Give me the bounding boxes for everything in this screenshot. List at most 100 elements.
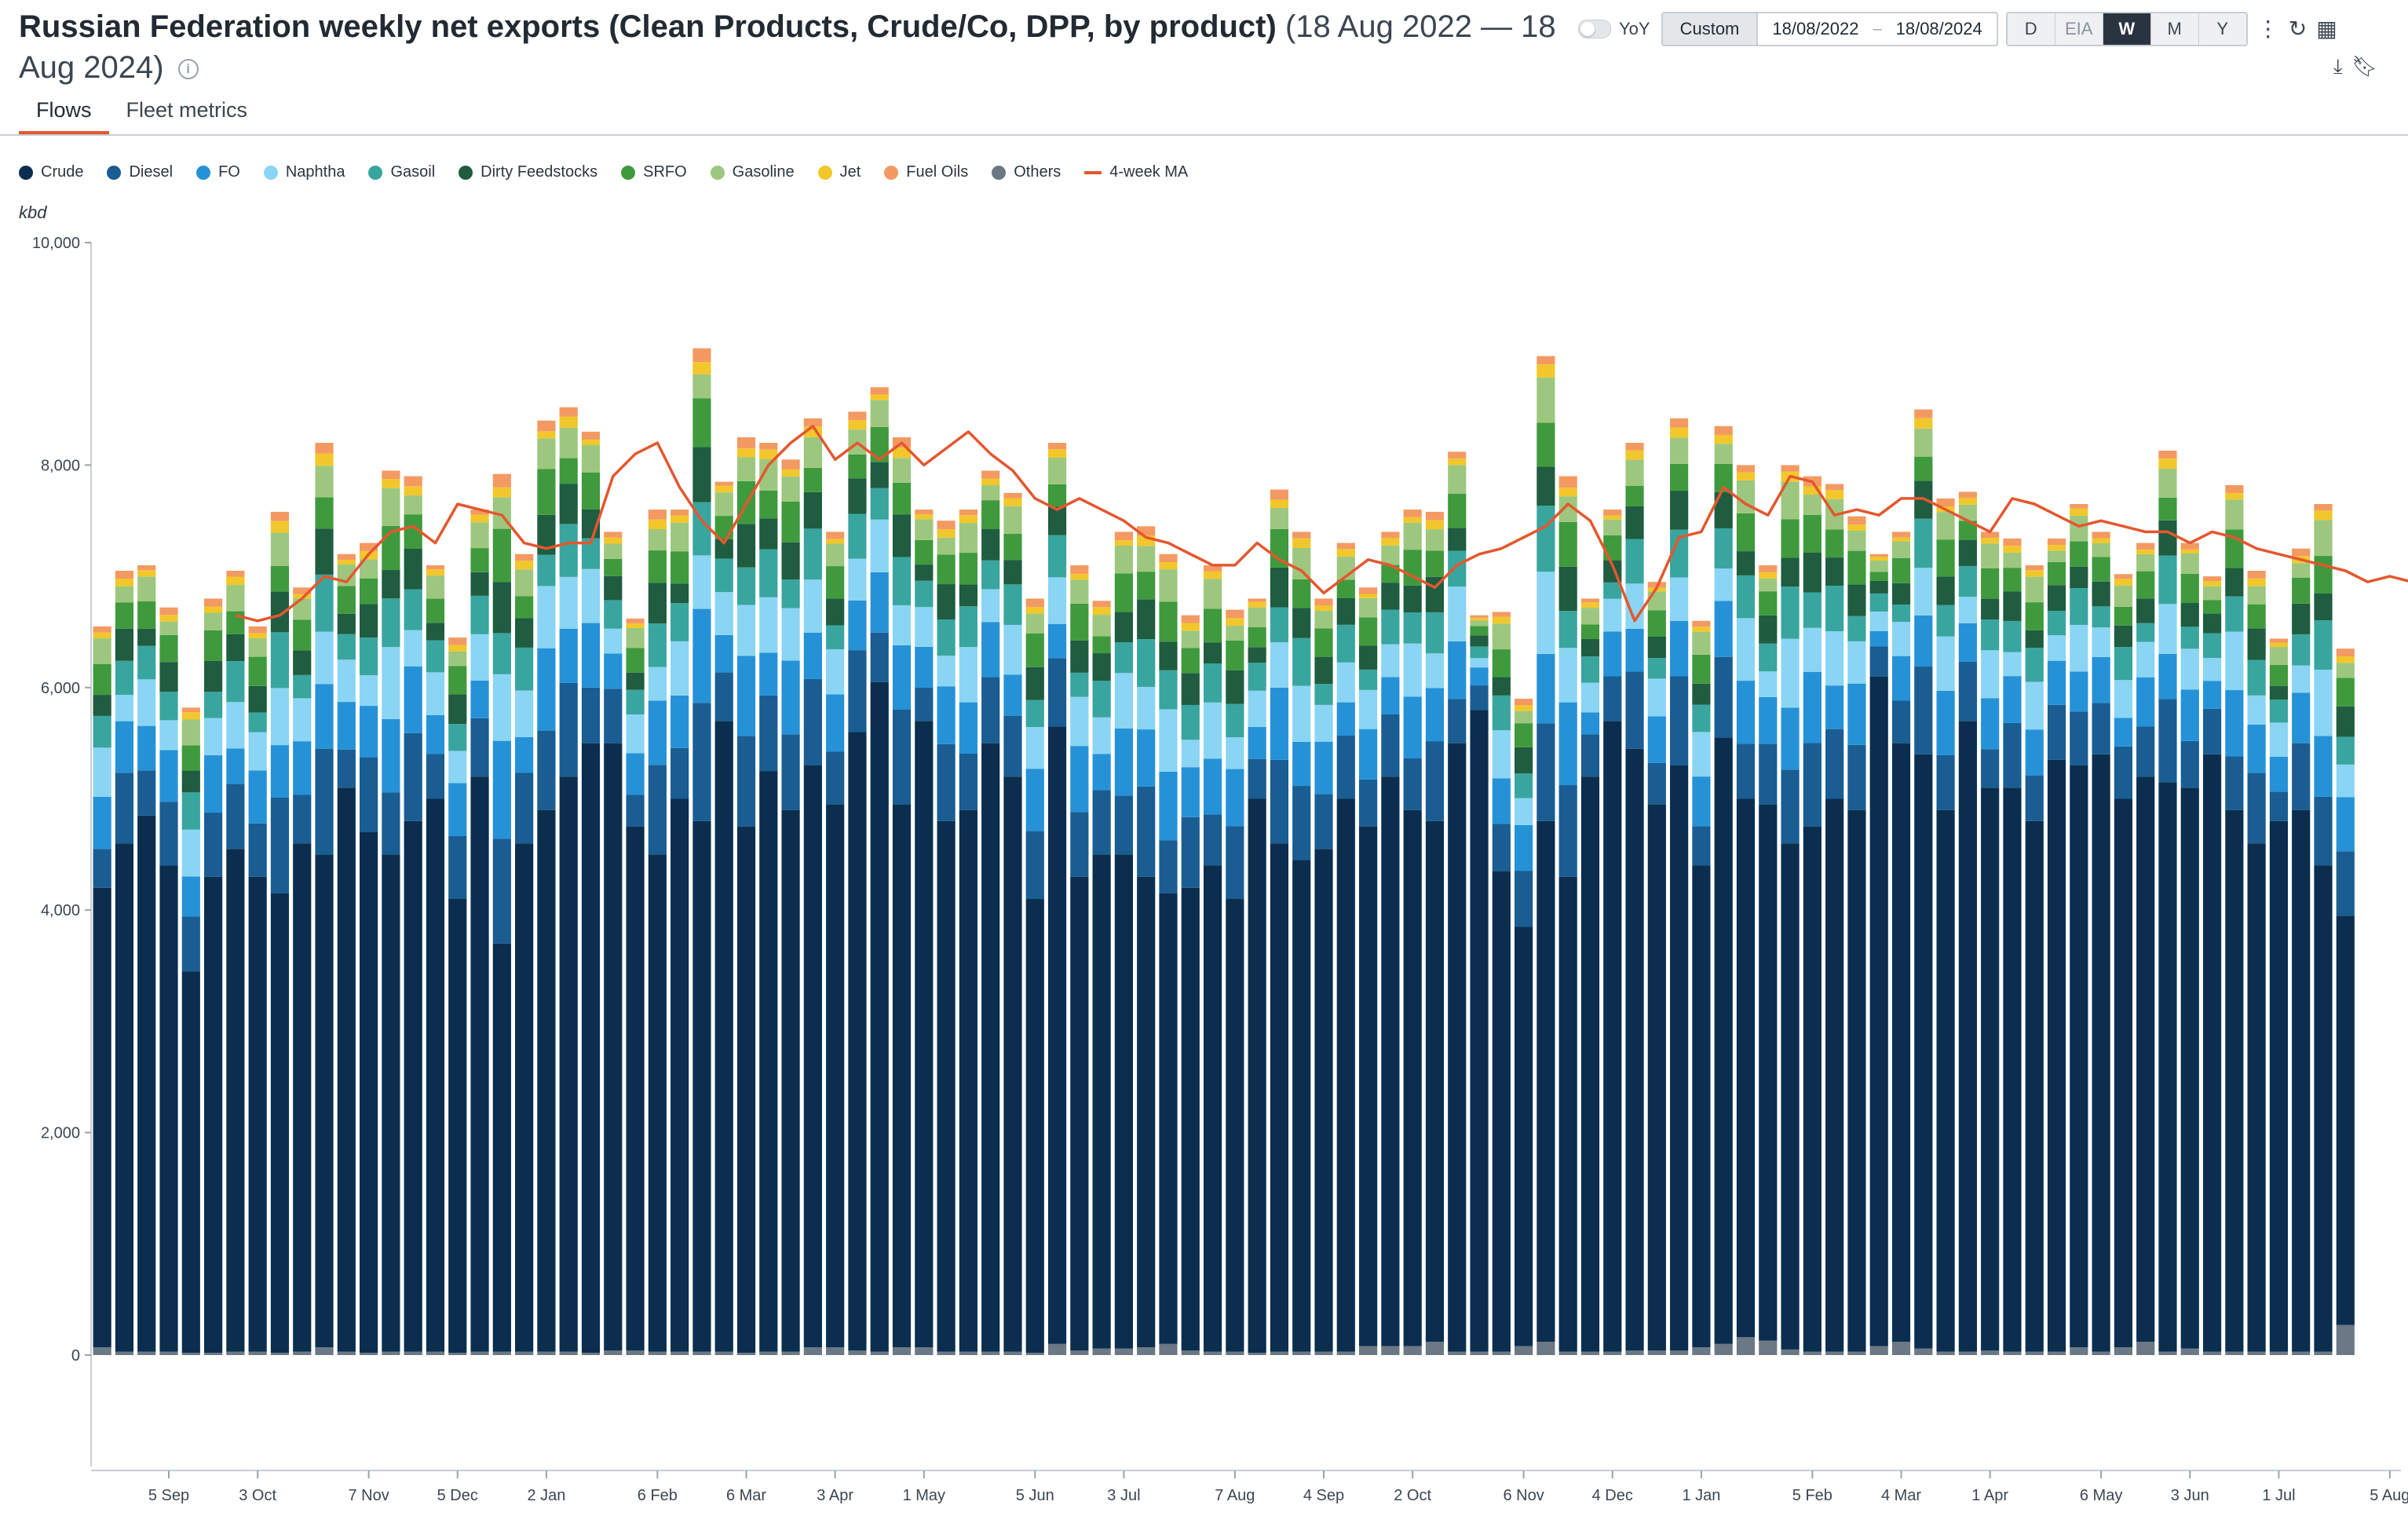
bar-segment-others: [915, 1347, 934, 1355]
bar-segment-fo: [2158, 653, 2177, 700]
bar-segment-naphtha: [382, 647, 400, 719]
yoy-toggle[interactable]: [1578, 20, 1611, 38]
bar-segment-fo: [892, 645, 912, 710]
bar-segment-dirty-feedstocks: [604, 575, 623, 601]
bar-segment-gasoil: [1647, 658, 1666, 679]
bar-week: [1603, 510, 1622, 1355]
bar-segment-srfo: [1958, 521, 1977, 540]
more-options-icon[interactable]: ⋮: [2256, 16, 2279, 41]
bar-segment-gasoline: [1159, 569, 1178, 602]
bar-segment-diesel: [714, 672, 733, 721]
bar-segment-others: [382, 1351, 400, 1355]
bar-segment-diesel: [2114, 746, 2132, 799]
legend-item-naphtha[interactable]: Naphtha: [263, 163, 345, 181]
legend-item-jet[interactable]: Jet: [817, 163, 861, 181]
bar-segment-gasoline: [248, 638, 267, 657]
legend-item-diesel[interactable]: Diesel: [107, 163, 173, 181]
bar-segment-gasoil: [2336, 736, 2355, 765]
bar-segment-srfo: [270, 565, 290, 592]
bar-segment-jet: [1847, 524, 1866, 531]
bar-segment-fo: [1448, 641, 1467, 700]
frequency-w-button[interactable]: W: [2103, 13, 2151, 45]
download-icon[interactable]: ⤓: [2333, 54, 2343, 78]
bar-segment-gasoline: [93, 638, 111, 664]
bar-segment-others: [1137, 1347, 1156, 1355]
legend-item-fo[interactable]: FO: [196, 163, 240, 181]
bar-segment-gasoil: [759, 549, 778, 597]
bar-segment-diesel: [1137, 786, 1156, 877]
refresh-icon[interactable]: ↻: [2288, 16, 2308, 41]
bar-segment-srfo: [181, 745, 200, 771]
bar-segment-naphtha: [137, 679, 156, 726]
bar-segment-crude: [1847, 809, 1866, 1352]
y-tick-label: 0: [71, 1347, 80, 1364]
bar-segment-srfo: [826, 566, 845, 599]
bar-segment-fo: [382, 718, 400, 793]
legend-item-srfo[interactable]: SRFO: [621, 163, 687, 181]
bar-segment-others: [293, 1351, 312, 1355]
layout-icon[interactable]: ▦: [2316, 16, 2337, 41]
bar-segment-gasoil: [1025, 700, 1044, 728]
legend-item-others[interactable]: Others: [992, 163, 1061, 181]
bar-week: [1226, 609, 1244, 1355]
date-range-picker[interactable]: Custom 18/08/2022 – 18/08/2024: [1661, 12, 1998, 46]
x-tick-label: 1 Apr: [1971, 1487, 2008, 1504]
legend-item-gasoil[interactable]: Gasoil: [368, 163, 435, 181]
bar-segment-srfo: [937, 554, 956, 585]
bar-segment-jet: [937, 529, 956, 538]
date-to-field[interactable]: 18/08/2024: [1895, 19, 1982, 38]
bar-segment-naphtha: [1625, 583, 1644, 629]
bar-segment-fo: [736, 656, 756, 736]
bar-segment-fo: [2047, 660, 2066, 705]
bar-segment-diesel: [870, 632, 889, 682]
bar-segment-srfo: [959, 553, 977, 585]
bar-segment-crude: [404, 820, 422, 1352]
x-tick-label: 2 Oct: [1394, 1487, 1431, 1504]
info-icon[interactable]: i: [177, 59, 199, 80]
bar-segment-diesel: [426, 754, 445, 799]
bar-segment-fuel-oils: [2314, 503, 2333, 511]
bar-segment-fo: [781, 660, 800, 735]
bar-week: [515, 553, 534, 1355]
bar-segment-crude: [1003, 776, 1022, 1352]
bar-segment-crude: [2269, 820, 2289, 1352]
bar-segment-gasoil: [1070, 672, 1089, 697]
custom-range-button[interactable]: Custom: [1662, 13, 1759, 45]
bar-segment-gasoline: [1403, 522, 1422, 550]
bar-segment-fuel-oils: [2070, 503, 2088, 509]
legend-item-dirty-feedstocks[interactable]: Dirty Feedstocks: [459, 163, 597, 181]
date-from-field[interactable]: 18/08/2022: [1772, 19, 1859, 38]
bar-segment-dirty-feedstocks: [1670, 491, 1689, 530]
bar-segment-fuel-oils: [382, 470, 400, 480]
legend-item-crude[interactable]: Crude: [19, 163, 83, 181]
bar-week: [270, 511, 290, 1355]
bar-segment-crude: [248, 876, 267, 1352]
bar-segment-crude: [137, 815, 156, 1352]
frequency-d-button[interactable]: D: [2007, 13, 2055, 45]
bar-segment-naphtha: [315, 631, 334, 685]
legend-item-fuel-oils[interactable]: Fuel Oils: [884, 163, 968, 181]
bar-segment-srfo: [226, 611, 245, 634]
bar-segment-fuel-oils: [959, 510, 977, 516]
legend-item-4-week-ma[interactable]: 4-week MA: [1084, 163, 1188, 181]
bar-segment-jet: [1159, 562, 1178, 570]
bar-segment-fo: [1692, 776, 1711, 827]
bookmark-icon[interactable]: 🔖︎: [2351, 54, 2378, 78]
bar-segment-jet: [1314, 605, 1333, 611]
frequency-m-button[interactable]: M: [2150, 13, 2199, 45]
bar-segment-gasoline: [404, 495, 422, 515]
bar-segment-srfo: [803, 467, 822, 492]
tab-flows[interactable]: Flows: [19, 88, 109, 135]
frequency-eia-button[interactable]: EIA: [2055, 13, 2103, 45]
bar-segment-jet: [648, 519, 667, 529]
frequency-y-button[interactable]: Y: [2198, 13, 2246, 45]
bar-segment-fuel-oils: [781, 459, 800, 469]
tab-fleet-metrics[interactable]: Fleet metrics: [126, 98, 248, 122]
bar-segment-diesel: [115, 773, 134, 844]
bar-segment-fo: [1358, 729, 1378, 780]
bar-segment-crude: [1358, 826, 1378, 1346]
bar-segment-others: [2070, 1347, 2088, 1355]
bar-segment-srfo: [671, 551, 689, 584]
bar-segment-naphtha: [1847, 641, 1866, 684]
legend-item-gasoline[interactable]: Gasoline: [710, 163, 795, 181]
